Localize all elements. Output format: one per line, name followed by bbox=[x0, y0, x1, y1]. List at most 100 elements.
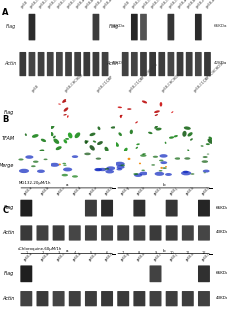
FancyBboxPatch shape bbox=[197, 200, 209, 217]
FancyBboxPatch shape bbox=[65, 52, 72, 76]
Text: yp68-a: yp68-a bbox=[176, 0, 188, 9]
Text: yp68-C1QBP: yp68-C1QBP bbox=[38, 0, 57, 9]
Ellipse shape bbox=[63, 164, 67, 166]
Ellipse shape bbox=[158, 159, 163, 161]
Ellipse shape bbox=[65, 138, 69, 140]
FancyBboxPatch shape bbox=[185, 52, 192, 76]
Text: b: b bbox=[162, 183, 164, 187]
Text: Actin: Actin bbox=[4, 61, 16, 66]
Text: yp68-l: yp68-l bbox=[200, 186, 210, 196]
Text: yp68-h: yp68-h bbox=[136, 186, 147, 196]
Ellipse shape bbox=[136, 144, 139, 145]
Text: yp68-k: yp68-k bbox=[184, 251, 195, 262]
FancyBboxPatch shape bbox=[121, 52, 128, 76]
Ellipse shape bbox=[152, 156, 157, 158]
FancyBboxPatch shape bbox=[101, 52, 108, 76]
Ellipse shape bbox=[135, 121, 137, 123]
FancyBboxPatch shape bbox=[52, 225, 64, 241]
Text: Flag: Flag bbox=[4, 110, 14, 115]
Ellipse shape bbox=[53, 136, 55, 138]
Ellipse shape bbox=[183, 157, 190, 160]
Text: yp68-b: yp68-b bbox=[84, 0, 95, 9]
Text: yp68-C1QBP+CHCHD2: yp68-C1QBP+CHCHD2 bbox=[149, 0, 180, 9]
Ellipse shape bbox=[162, 167, 166, 169]
Ellipse shape bbox=[182, 131, 186, 137]
Text: yp68-c: yp68-c bbox=[56, 186, 66, 196]
FancyBboxPatch shape bbox=[69, 225, 80, 241]
FancyBboxPatch shape bbox=[19, 52, 26, 76]
FancyBboxPatch shape bbox=[20, 225, 32, 241]
Text: 9: 9 bbox=[154, 251, 156, 255]
FancyBboxPatch shape bbox=[158, 52, 164, 76]
Ellipse shape bbox=[63, 107, 68, 112]
Ellipse shape bbox=[187, 149, 188, 152]
Text: Flag: Flag bbox=[108, 24, 118, 29]
Text: yp68-CHCHD2: yp68-CHCHD2 bbox=[131, 0, 152, 9]
Ellipse shape bbox=[141, 169, 144, 171]
Ellipse shape bbox=[95, 168, 100, 171]
FancyBboxPatch shape bbox=[181, 291, 193, 306]
Ellipse shape bbox=[182, 171, 188, 173]
Text: yp68-c: yp68-c bbox=[195, 0, 206, 9]
Ellipse shape bbox=[133, 173, 138, 175]
Text: yp68-CHCHD10: yp68-CHCHD10 bbox=[56, 0, 79, 9]
Ellipse shape bbox=[31, 165, 36, 167]
Text: a: a bbox=[65, 249, 68, 252]
Ellipse shape bbox=[205, 143, 209, 145]
FancyBboxPatch shape bbox=[149, 291, 161, 306]
Text: C: C bbox=[2, 206, 8, 215]
Ellipse shape bbox=[126, 108, 131, 110]
Text: yp68-d: yp68-d bbox=[72, 251, 82, 262]
FancyBboxPatch shape bbox=[197, 225, 209, 241]
Text: 43KDa: 43KDa bbox=[215, 231, 227, 234]
Ellipse shape bbox=[142, 153, 145, 154]
Ellipse shape bbox=[133, 173, 142, 177]
Ellipse shape bbox=[95, 158, 101, 160]
FancyBboxPatch shape bbox=[133, 200, 145, 217]
Text: 10: 10 bbox=[169, 251, 173, 255]
FancyBboxPatch shape bbox=[69, 291, 80, 306]
Ellipse shape bbox=[154, 125, 157, 129]
Ellipse shape bbox=[63, 101, 66, 102]
Text: yp68-CHCHD10: yp68-CHCHD10 bbox=[158, 0, 180, 9]
Text: 1: 1 bbox=[25, 251, 27, 255]
Text: 42KDa: 42KDa bbox=[213, 61, 226, 65]
Ellipse shape bbox=[106, 166, 115, 170]
Ellipse shape bbox=[50, 132, 53, 136]
Ellipse shape bbox=[164, 173, 171, 176]
FancyBboxPatch shape bbox=[20, 266, 32, 282]
FancyBboxPatch shape bbox=[92, 14, 99, 40]
Text: MG132-20μM/1h: MG132-20μM/1h bbox=[18, 181, 51, 185]
Text: 66KDa: 66KDa bbox=[215, 206, 227, 210]
FancyBboxPatch shape bbox=[56, 52, 62, 76]
FancyBboxPatch shape bbox=[117, 291, 129, 306]
Text: yp68-j: yp68-j bbox=[168, 252, 178, 262]
Ellipse shape bbox=[155, 128, 161, 130]
Ellipse shape bbox=[159, 102, 162, 107]
Ellipse shape bbox=[207, 137, 212, 140]
FancyBboxPatch shape bbox=[139, 52, 146, 76]
Text: yp68-C1QBP: yp68-C1QBP bbox=[96, 75, 114, 93]
Text: yp68-d: yp68-d bbox=[204, 0, 215, 9]
FancyBboxPatch shape bbox=[36, 225, 48, 241]
Text: yp68-CHCHD2: yp68-CHCHD2 bbox=[29, 0, 50, 9]
Ellipse shape bbox=[55, 146, 61, 150]
Text: yp68-a: yp68-a bbox=[23, 251, 34, 262]
Text: yp68: yp68 bbox=[122, 0, 131, 9]
Ellipse shape bbox=[98, 168, 106, 171]
Ellipse shape bbox=[116, 168, 122, 170]
Text: Flag: Flag bbox=[6, 24, 16, 29]
Text: yp68-b: yp68-b bbox=[39, 186, 50, 196]
FancyBboxPatch shape bbox=[37, 52, 44, 76]
Ellipse shape bbox=[138, 163, 141, 164]
Ellipse shape bbox=[118, 132, 121, 136]
Text: yp68-f: yp68-f bbox=[104, 252, 114, 262]
Ellipse shape bbox=[168, 136, 173, 139]
FancyBboxPatch shape bbox=[101, 291, 113, 306]
Text: yp68-C1QBP: yp68-C1QBP bbox=[140, 0, 158, 9]
FancyBboxPatch shape bbox=[197, 266, 209, 282]
Ellipse shape bbox=[202, 172, 205, 173]
Text: 4: 4 bbox=[73, 251, 76, 255]
FancyBboxPatch shape bbox=[167, 14, 173, 40]
Ellipse shape bbox=[105, 170, 114, 173]
